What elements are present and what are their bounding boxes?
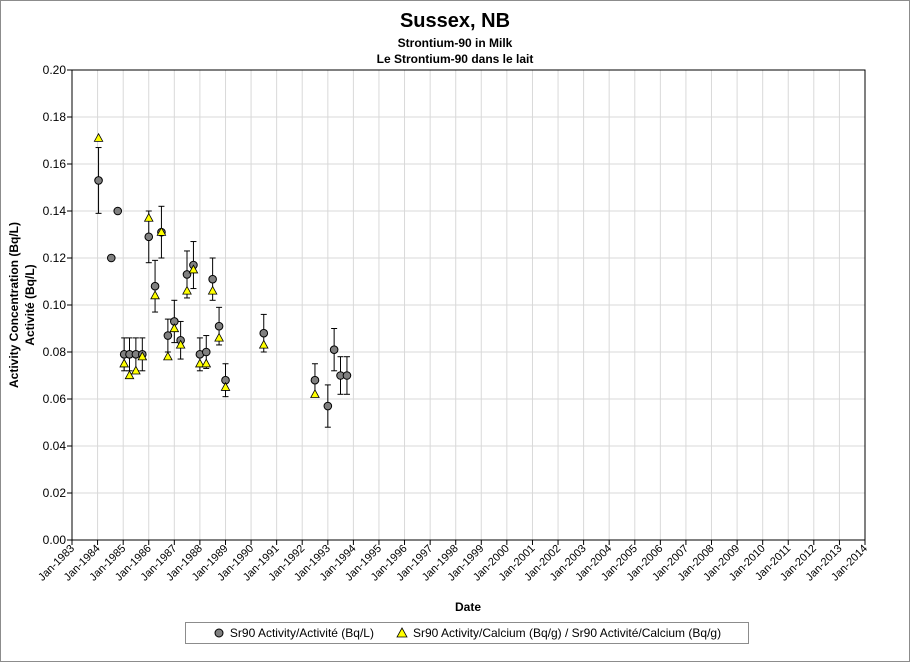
activity-point xyxy=(342,371,352,380)
calcium-point xyxy=(258,339,269,349)
calcium-point xyxy=(143,212,154,222)
x-axis-title: Date xyxy=(455,600,481,614)
calcium-point xyxy=(137,351,148,361)
calcium-point xyxy=(124,370,135,380)
y-tick-label: 0.00 xyxy=(43,533,67,547)
calcium-point xyxy=(130,365,141,375)
activity-point xyxy=(329,345,339,354)
legend-label-activity: Sr90 Activity/Activité (Bq/L) xyxy=(229,626,374,640)
y-tick-label: 0.20 xyxy=(43,63,67,77)
calcium-point xyxy=(182,285,192,295)
legend-label-calcium: Sr90 Activity/Calcium (Bq/g) / Sr90 Acti… xyxy=(412,626,722,640)
y-tick-label: 0.06 xyxy=(43,392,67,406)
y-tick-label: 0.16 xyxy=(43,157,67,171)
y-tick-label: 0.12 xyxy=(43,251,67,265)
y-axis-title-french: Activité (Bq/L) xyxy=(23,264,37,345)
y-tick-label: 0.14 xyxy=(43,204,67,218)
activity-point xyxy=(106,253,116,263)
activity-point xyxy=(208,274,217,284)
calcium-point xyxy=(175,339,186,349)
legend: Sr90 Activity/Activité (Bq/L) Sr90 Activ… xyxy=(185,622,749,644)
chart-subtitle-french: Le Strontium-90 dans le lait xyxy=(377,52,534,66)
calcium-point xyxy=(169,323,180,333)
activity-point xyxy=(182,270,192,279)
y-tick-label: 0.04 xyxy=(43,439,67,453)
calcium-point xyxy=(150,290,160,300)
data-marks xyxy=(93,132,352,428)
calcium-point xyxy=(93,132,104,142)
y-tick-label: 0.08 xyxy=(43,345,67,359)
legend-item-activity: Sr90 Activity/Activité (Bq/L) xyxy=(213,626,374,640)
chart-canvas: Sussex, NB Strontium-90 in Milk Le Stron… xyxy=(7,10,870,614)
activity-point xyxy=(113,206,123,216)
y-axis-title: Activity Concentration (Bq/L) xyxy=(7,222,21,388)
chart-subtitle: Strontium-90 in Milk xyxy=(398,36,513,50)
activity-point xyxy=(144,232,154,242)
calcium-point xyxy=(119,358,130,368)
activity-point xyxy=(201,347,211,357)
circle-marker-icon xyxy=(214,628,224,638)
calcium-point xyxy=(156,226,167,236)
calcium-point xyxy=(214,332,224,342)
activity-point xyxy=(214,321,224,331)
calcium-point xyxy=(220,381,231,391)
calcium-point xyxy=(163,351,173,361)
activity-point xyxy=(323,401,333,411)
legend-item-calcium: Sr90 Activity/Calcium (Bq/g) / Sr90 Acti… xyxy=(396,626,721,640)
activity-point xyxy=(163,331,173,340)
calcium-point xyxy=(195,358,205,368)
triangle-marker-icon xyxy=(396,627,408,638)
activity-point xyxy=(150,281,160,291)
y-tick-label: 0.02 xyxy=(43,486,67,500)
activity-point xyxy=(259,328,269,338)
x-axis: Jan-1983Jan-1984Jan-1985Jan-1986Jan-1987… xyxy=(36,540,870,584)
calcium-point xyxy=(188,264,199,274)
grid-lines xyxy=(71,69,866,541)
calcium-point xyxy=(207,285,218,295)
activity-point xyxy=(310,375,320,385)
y-axis: 0.00 0.02 0.04 0.06 0.08 0.10 0.12 0.14 0.16 0.18… xyxy=(43,63,72,547)
y-tick-label: 0.18 xyxy=(43,110,67,124)
y-tick-label: 0.10 xyxy=(43,298,67,312)
calcium-point xyxy=(310,388,320,398)
calcium-point xyxy=(201,358,212,368)
activity-point xyxy=(94,176,103,185)
chart-title: Sussex, NB xyxy=(400,10,510,32)
